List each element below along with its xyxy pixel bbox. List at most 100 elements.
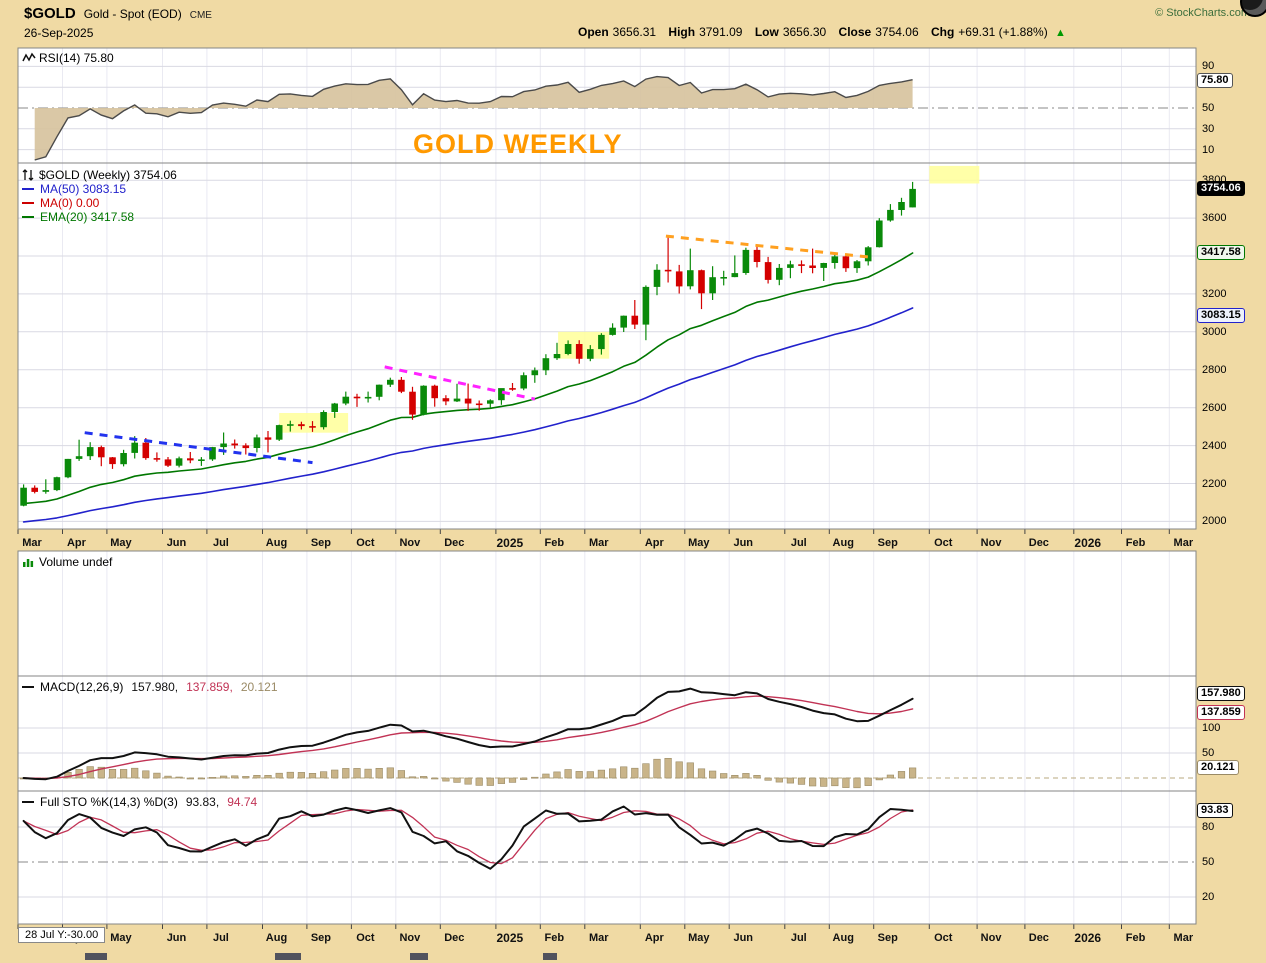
month-label: Apr bbox=[644, 537, 664, 549]
month-label: Sep bbox=[877, 537, 898, 549]
month-label: 2025 bbox=[496, 931, 524, 945]
macd-hist-box: 20.121 bbox=[1197, 759, 1239, 775]
month-label: Aug bbox=[265, 537, 288, 549]
price-legend: $GOLD (Weekly) 3754.06 MA(50) 3083.15 MA… bbox=[22, 168, 177, 224]
header: $GOLD Gold - Spot (EOD) CME bbox=[24, 5, 212, 22]
ma50-line-swatch bbox=[22, 188, 34, 190]
price-legend-main: $GOLD (Weekly) 3754.06 bbox=[39, 168, 177, 182]
cropped-row-fragment bbox=[275, 953, 301, 960]
low-value: 3656.30 bbox=[782, 25, 827, 39]
chg-value: +69.31 (+1.88%) bbox=[958, 25, 1048, 39]
low-label: Low bbox=[754, 25, 779, 39]
price-axis-label: 2600 bbox=[1202, 401, 1227, 414]
month-label: Jun bbox=[733, 932, 754, 944]
month-label: Oct bbox=[934, 932, 953, 944]
sto-axis-label: 80 bbox=[1202, 821, 1215, 833]
sto-k-value: 93.83, bbox=[185, 795, 220, 809]
ma0-legend-label: MA(0) 0.00 bbox=[40, 196, 100, 210]
month-label: Mar bbox=[1173, 537, 1194, 549]
month-label: Nov bbox=[399, 537, 421, 549]
month-label: Aug bbox=[832, 932, 854, 944]
month-label: Nov bbox=[980, 537, 1002, 549]
high-label: High bbox=[668, 25, 696, 39]
month-label: Dec bbox=[1028, 537, 1049, 549]
month-label: May bbox=[688, 932, 710, 944]
volume-legend: Volume undef bbox=[22, 555, 112, 569]
ma0-line-swatch bbox=[22, 202, 34, 204]
month-label: Aug bbox=[832, 537, 854, 549]
ma50-legend-label: MA(50) 3083.15 bbox=[40, 182, 127, 196]
month-label: Sep bbox=[877, 932, 898, 944]
month-label: May bbox=[688, 537, 710, 549]
chg-up-arrow: ▲ bbox=[1055, 27, 1066, 39]
price-axis-label: 3200 bbox=[1202, 287, 1227, 300]
ma50-legend: MA(50) 3083.15 bbox=[22, 182, 177, 196]
sto-axis-label: 20 bbox=[1202, 891, 1215, 903]
month-label: Jul bbox=[790, 537, 807, 549]
month-label: Dec bbox=[1028, 932, 1049, 944]
price-axis-label: 2800 bbox=[1202, 363, 1227, 376]
month-label: 2026 bbox=[1074, 536, 1102, 550]
quote-line: Open 3656.31 High 3791.09 Low 3656.30 Close… bbox=[578, 25, 1066, 39]
month-label: Apr bbox=[66, 537, 86, 549]
month-label: Oct bbox=[934, 537, 953, 549]
volume-bars-icon bbox=[22, 556, 36, 568]
month-label: Dec bbox=[444, 932, 465, 944]
high-value: 3791.09 bbox=[699, 25, 743, 39]
price-axis-label: 3600 bbox=[1202, 212, 1227, 225]
month-label: Aug bbox=[265, 932, 288, 944]
month-label: 2026 bbox=[1074, 931, 1102, 945]
month-label: May bbox=[110, 932, 132, 944]
symbol: $GOLD bbox=[24, 5, 76, 22]
month-label: Jul bbox=[212, 537, 229, 549]
month-label: Jul bbox=[790, 932, 807, 944]
ema20-line-swatch bbox=[22, 216, 34, 218]
symbol-name: Gold - Spot (EOD) bbox=[83, 7, 182, 21]
month-label: Jun bbox=[733, 537, 754, 549]
month-label: Jun bbox=[166, 537, 187, 549]
price-axis-label: 2200 bbox=[1202, 477, 1227, 490]
cropped-row-fragment bbox=[543, 953, 557, 960]
rsi-indicator-icon bbox=[22, 52, 36, 64]
chart-date: 26-Sep-2025 bbox=[24, 26, 94, 40]
volume-legend-label: Volume undef bbox=[39, 555, 113, 569]
sto-legend-label: Full STO %K(14,3) %D(3) bbox=[40, 795, 178, 809]
close-value: 3754.06 bbox=[875, 25, 919, 39]
open-label: Open bbox=[578, 25, 609, 39]
ema20-value-box: 3417.58 bbox=[1197, 244, 1245, 260]
macd-value: 157.980, bbox=[131, 680, 179, 694]
macd-axis-label: 50 bbox=[1202, 747, 1215, 759]
rsi-axis-label: 50 bbox=[1202, 102, 1215, 114]
month-label: Jul bbox=[212, 932, 229, 944]
macd-axis-label: 100 bbox=[1202, 722, 1221, 734]
cursor-readout: 28 Jul Y:-30.00 bbox=[18, 927, 106, 943]
corner-logo-icon[interactable] bbox=[1240, 0, 1266, 17]
rsi-legend-label: RSI(14) 75.80 bbox=[39, 51, 114, 65]
month-label: Feb bbox=[1125, 537, 1146, 549]
macd-line-swatch bbox=[22, 686, 34, 688]
month-label: Feb bbox=[544, 932, 565, 944]
ema20-legend-label: EMA(20) 3417.58 bbox=[40, 210, 135, 224]
rsi-value-box: 75.80 bbox=[1197, 73, 1233, 89]
macd-signal-box: 137.859 bbox=[1197, 705, 1245, 721]
rsi-axis-label: 10 bbox=[1202, 143, 1215, 156]
month-label: Jun bbox=[166, 932, 187, 944]
sto-d-value: 94.74 bbox=[227, 795, 258, 809]
sto-axis-label: 50 bbox=[1202, 856, 1215, 868]
cropped-row-fragment bbox=[410, 953, 428, 960]
month-label: Oct bbox=[356, 932, 375, 944]
price-axis-label: 2400 bbox=[1202, 439, 1227, 452]
cropped-row-fragment bbox=[85, 953, 107, 960]
ma50-value-box: 3083.15 bbox=[1197, 308, 1245, 324]
month-label: Mar bbox=[588, 537, 609, 549]
open-value: 3656.31 bbox=[612, 25, 657, 39]
ma0-legend: MA(0) 0.00 bbox=[22, 196, 177, 210]
rsi-axis-label: 90 bbox=[1202, 60, 1215, 73]
month-label: Apr bbox=[644, 932, 664, 944]
sto-line-swatch bbox=[22, 801, 34, 803]
sto-legend: Full STO %K(14,3) %D(3) 93.83, 94.74 bbox=[22, 795, 257, 809]
month-label: Oct bbox=[356, 537, 375, 549]
month-label: Sep bbox=[310, 537, 332, 549]
